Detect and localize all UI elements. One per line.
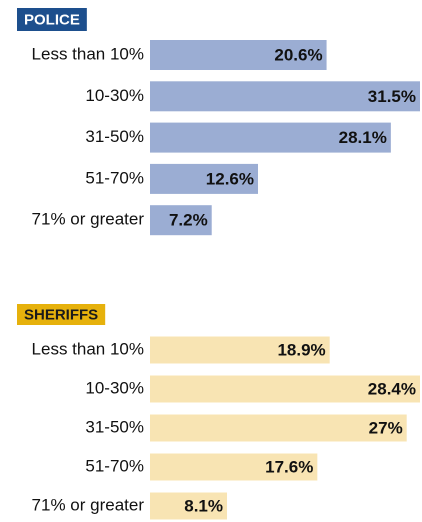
bar xyxy=(150,205,212,236)
bar xyxy=(150,336,330,364)
chart-title: SHERIFFS xyxy=(24,306,98,323)
value-label: 7.2% xyxy=(169,211,208,230)
bar xyxy=(150,122,391,153)
category-label: 51-70% xyxy=(85,456,144,475)
category-label: 31-50% xyxy=(85,127,144,146)
bar xyxy=(150,375,420,403)
value-label: 17.6% xyxy=(265,457,313,476)
value-label: 18.9% xyxy=(277,340,325,359)
value-label: 8.1% xyxy=(184,496,223,515)
chart-title: POLICE xyxy=(24,11,80,28)
category-label: 10-30% xyxy=(85,378,144,397)
bar xyxy=(150,81,420,112)
title-box xyxy=(17,304,106,325)
bar xyxy=(150,414,407,442)
category-label: 71% or greater xyxy=(32,495,145,514)
category-label: Less than 10% xyxy=(32,339,144,358)
category-label: 51-70% xyxy=(85,168,144,187)
title-box xyxy=(17,8,87,31)
bar xyxy=(150,492,228,520)
value-label: 20.6% xyxy=(274,45,322,64)
bar xyxy=(150,453,318,481)
value-label: 28.4% xyxy=(368,379,416,398)
value-label: 12.6% xyxy=(206,169,254,188)
bar xyxy=(150,40,327,70)
category-label: 71% or greater xyxy=(32,210,145,229)
category-label: Less than 10% xyxy=(32,44,144,63)
value-label: 28.1% xyxy=(339,128,387,147)
category-label: 31-50% xyxy=(85,417,144,436)
category-label: 10-30% xyxy=(85,86,144,105)
value-label: 31.5% xyxy=(368,87,416,106)
value-label: 27% xyxy=(369,418,403,437)
bar xyxy=(150,163,258,194)
